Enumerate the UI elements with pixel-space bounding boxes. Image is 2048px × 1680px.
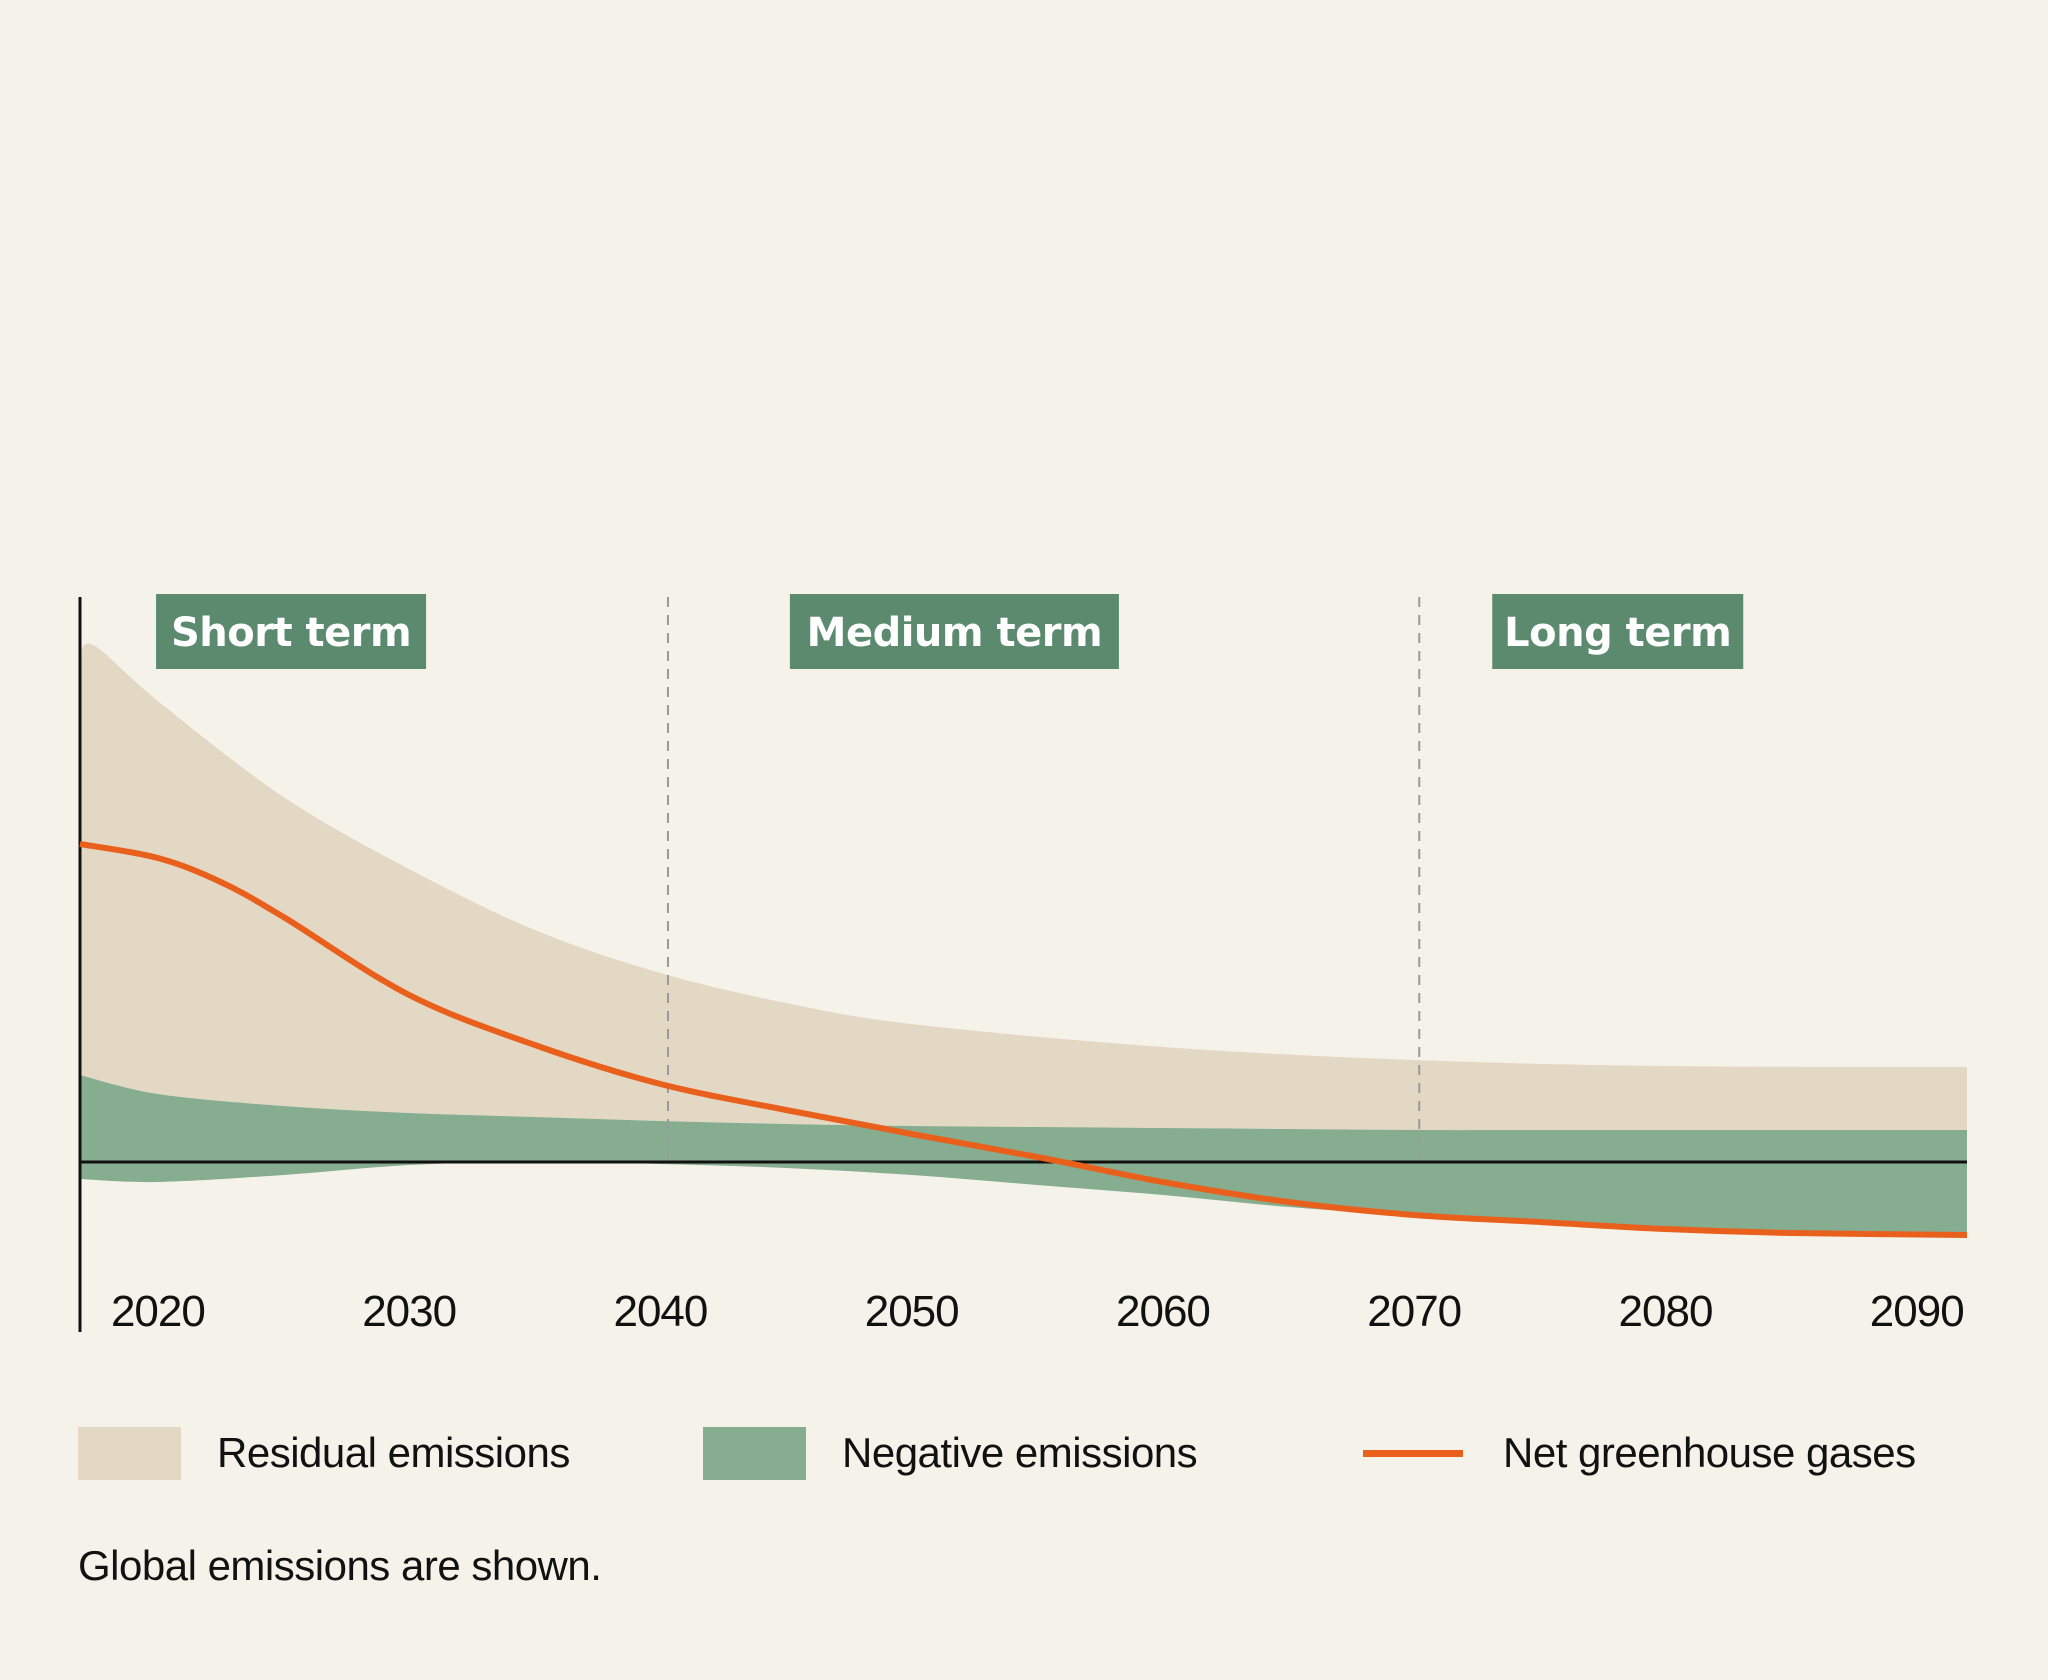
- x-tick-label-2090: 2090: [1870, 1287, 1964, 1336]
- x-tick-label-2070: 2070: [1367, 1287, 1461, 1336]
- axes: [78, 597, 1967, 1332]
- period-label-medium-term: Medium term: [789, 594, 1119, 669]
- x-tick-label-2040: 2040: [613, 1287, 707, 1336]
- period-label-box: [1492, 594, 1744, 669]
- period-label-box: [156, 594, 427, 669]
- period-label-short-term: Short term: [156, 594, 427, 669]
- period-labels: Short term Medium term Long term: [156, 594, 1744, 669]
- legend-label-negative: Negative emissions: [842, 1429, 1198, 1476]
- period-dividers: [666, 597, 1421, 1162]
- x-tick-label-2020: 2020: [111, 1287, 205, 1336]
- areas-layer: [80, 643, 1967, 1235]
- footnote: Global emissions are shown.: [78, 1542, 602, 1589]
- x-tick-label-2080: 2080: [1619, 1287, 1713, 1336]
- legend-item-residual: Residual emissions: [78, 1426, 570, 1480]
- legend-line-net-ghg: [1363, 1449, 1463, 1457]
- legend-label-net-ghg: Net greenhouse gases: [1503, 1429, 1916, 1476]
- residual-emissions-area: [80, 643, 1967, 1131]
- legend-swatch-residual: [78, 1426, 181, 1480]
- legend-item-net-ghg: Net greenhouse gases: [1363, 1426, 1916, 1480]
- legend-swatch-negative: [703, 1426, 806, 1480]
- period-label-text: Medium term: [807, 610, 1103, 656]
- legend-item-negative: Negative emissions: [703, 1426, 1198, 1480]
- net-greenhouse-gases-line: [79, 841, 1968, 1238]
- x-tick-label-2060: 2060: [1116, 1287, 1210, 1336]
- period-label-text: Short term: [171, 610, 411, 656]
- x-tick-label-2030: 2030: [362, 1287, 456, 1336]
- period-label-long-term: Long term: [1492, 594, 1744, 669]
- x-tick-labels: 2020 2030 2040 2050 2060 2070 2080 2090: [111, 1287, 1965, 1336]
- period-label-text: Long term: [1504, 610, 1731, 656]
- x-tick-label-2050: 2050: [865, 1287, 959, 1336]
- line-layer: [79, 841, 1968, 1238]
- legend: Residual emissions Negative emissions Ne…: [78, 1426, 1968, 1480]
- legend-label-residual: Residual emissions: [217, 1429, 570, 1476]
- period-label-box: [789, 594, 1119, 669]
